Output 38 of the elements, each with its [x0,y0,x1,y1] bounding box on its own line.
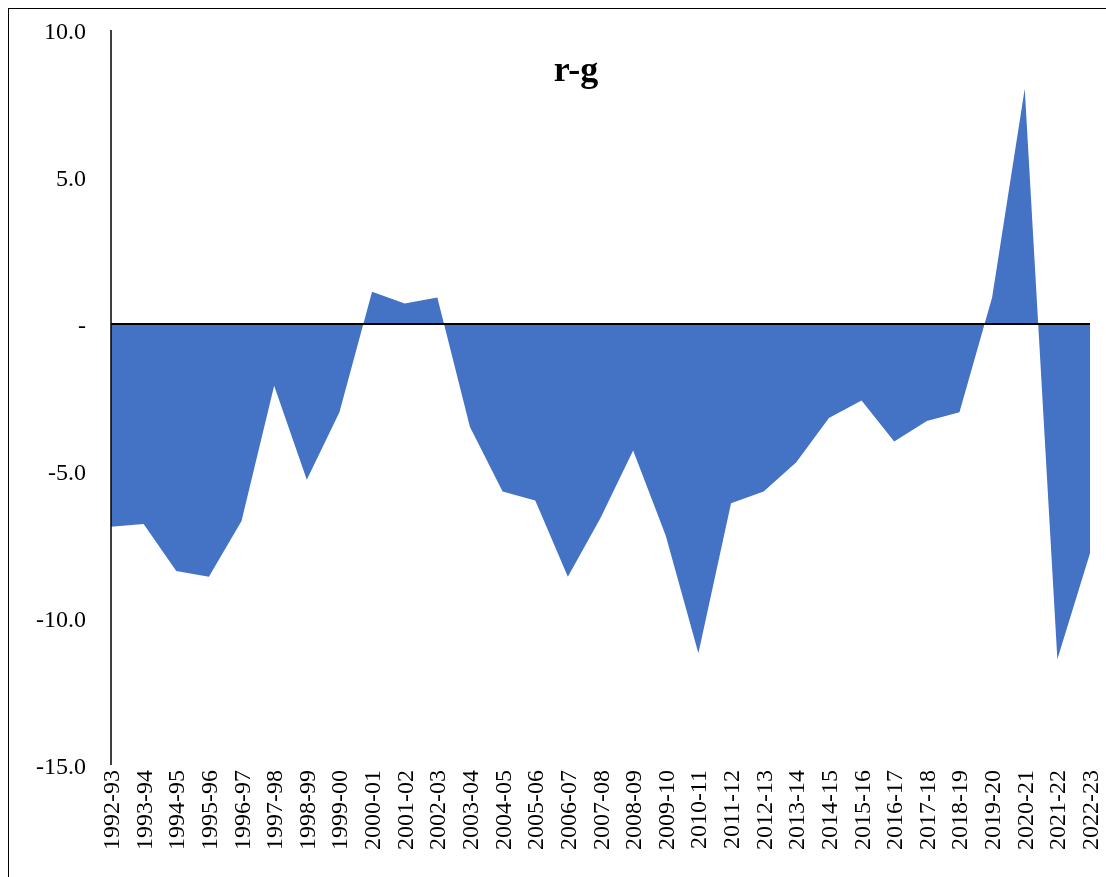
x-tick-label: 2018-19 [946,770,973,850]
x-tick-label: 2004-05 [489,770,516,850]
x-tick-label: 1995-96 [195,770,222,850]
y-tick-label: -15.0 [36,752,86,779]
x-tick-label: 2009-10 [652,770,679,850]
y-tick-label: 5.0 [56,164,86,191]
x-tick-label: 2008-09 [620,770,647,850]
x-tick-label: 2022-23 [1077,770,1103,850]
x-tick-label: 1992-93 [98,770,124,850]
x-tick-label: 1998-99 [293,770,320,850]
x-tick-label: 2010-11 [685,770,712,850]
y-tick-label: -5.0 [48,458,86,485]
y-tick-label: - [78,311,86,338]
text: r-g [553,49,599,89]
x-tick-label: 1999-00 [326,770,353,850]
x-tick-label: 1996-97 [228,770,255,850]
y-tick-label: 10.0 [44,17,86,44]
x-tick-label: 1994-95 [163,770,190,850]
x-tick-label: 2007-08 [587,770,614,850]
x-tick-label: 2017-18 [913,770,940,850]
x-tick-label: 2003-04 [456,770,483,850]
x-tick-label: 1993-94 [130,770,157,850]
x-tick-label: 2019-20 [979,770,1006,850]
x-tick-label: 2012-13 [750,770,777,850]
x-tick-label: 2021-22 [1044,770,1071,850]
x-tick-label: 2002-03 [424,770,451,850]
x-tick-label: 2000-01 [359,770,386,850]
x-tick-label: 1997-98 [261,770,288,850]
x-tick-label: 2006-07 [554,770,581,850]
x-tick-label: 2013-14 [783,770,810,850]
x-tick-label: 2011-12 [718,770,745,850]
x-tick-label: 2016-17 [881,770,908,850]
x-tick-label: 2001-02 [391,770,418,850]
x-tick-label: 2015-16 [848,770,875,850]
x-tick-label: 2014-15 [815,770,842,850]
y-tick-label: -10.0 [36,605,86,632]
x-tick-label: 2005-06 [522,770,549,850]
x-tick-label: 2020-21 [1011,770,1038,850]
